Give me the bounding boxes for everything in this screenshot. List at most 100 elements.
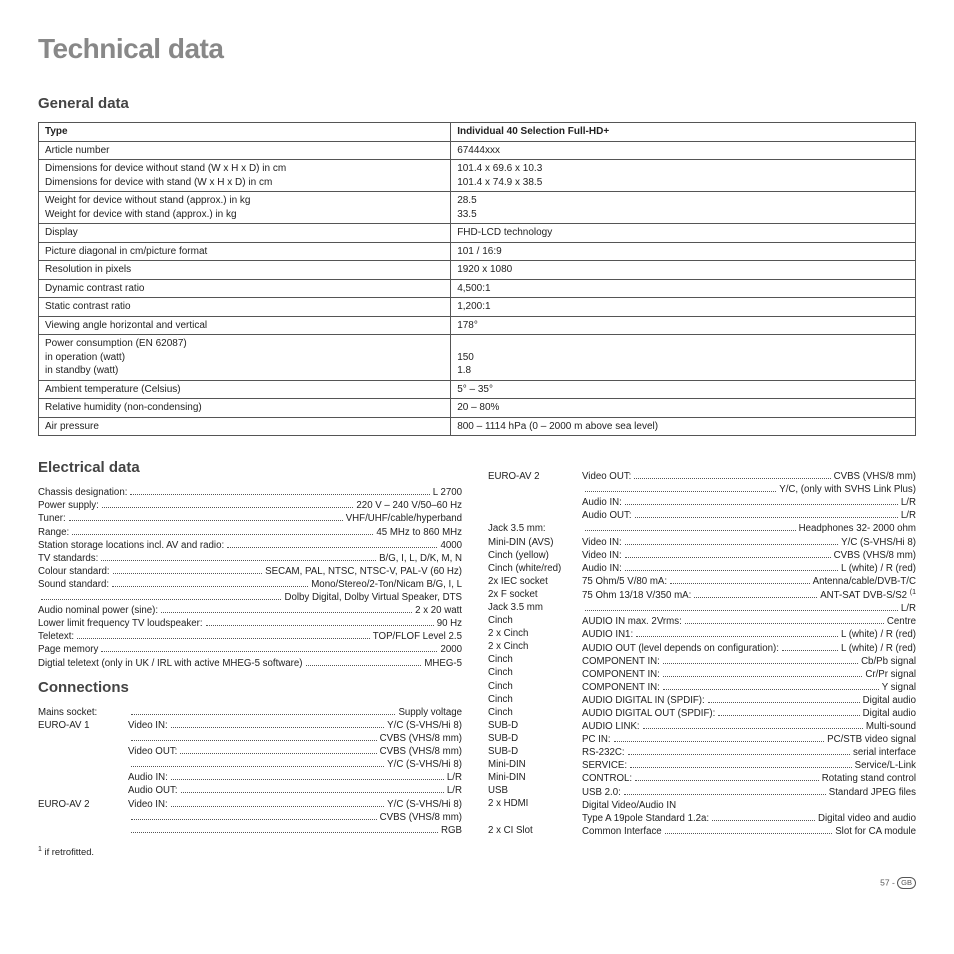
port-label: EURO-AV 2 [38, 798, 122, 811]
table-cell-value: 4,500:1 [451, 279, 916, 298]
port-label: Mains socket: [38, 706, 122, 719]
port-label: Mini-DIN [488, 771, 574, 784]
table-cell-value: 178° [451, 316, 916, 335]
port-label: Cinch [488, 614, 574, 627]
port-label: 2 x HDMI [488, 797, 574, 810]
spec-row: Chassis designation:L 2700 [38, 486, 462, 499]
port-label: 2x F socket [488, 588, 574, 601]
port-label: SUB-D [488, 732, 574, 745]
table-cell-label: Weight for device without stand (approx.… [39, 192, 451, 224]
table-cell-label: Ambient temperature (Celsius) [39, 380, 451, 399]
spec-row: USB 2.0:Standard JPEG files [582, 786, 916, 799]
port-label [38, 784, 122, 797]
general-data-table: TypeIndividual 40 Selection Full-HD+Arti… [38, 122, 916, 436]
spec-row: Page memory2000 [38, 643, 462, 656]
port-label: Jack 3.5 mm [488, 601, 574, 614]
port-label: Mini-DIN [488, 758, 574, 771]
spec-row: L/R [582, 602, 916, 615]
port-label: Cinch [488, 693, 574, 706]
port-label: Cinch [488, 666, 574, 679]
port-label: Cinch (yellow) [488, 549, 574, 562]
port-label [488, 483, 574, 496]
table-cell-label: Picture diagonal in cm/picture format [39, 242, 451, 261]
spec-row: AUDIO IN max. 2Vrms:Centre [582, 615, 916, 628]
table-cell-value: 20 – 80% [451, 399, 916, 418]
port-label: Cinch [488, 706, 574, 719]
table-cell-value: 1,200:1 [451, 298, 916, 317]
spec-row: Video OUT:CVBS (VHS/8 mm) [582, 470, 916, 483]
spec-row: Video IN:Y/C (S-VHS/Hi 8) [128, 719, 462, 732]
section-title-connections: Connections [38, 678, 462, 698]
connections-right-lines: Video OUT:CVBS (VHS/8 mm)Y/C, (only with… [582, 470, 916, 859]
spec-row: COMPONENT IN:Cb/Pb signal [582, 655, 916, 668]
table-cell-label: Dimensions for device without stand (W x… [39, 160, 451, 192]
spec-row: Teletext:TOP/FLOF Level 2.5 [38, 630, 462, 643]
spec-row: Digtial teletext (only in UK / IRL with … [38, 657, 462, 670]
spec-row: Power supply:220 V – 240 V/50–60 Hz [38, 499, 462, 512]
connections-right-ports: EURO-AV 2 Jack 3.5 mm:Mini-DIN (AVS)Cinc… [488, 470, 574, 859]
table-cell-value: 5° – 35° [451, 380, 916, 399]
table-cell-value: 800 – 1114 hPa (0 – 2000 m above sea lev… [451, 417, 916, 436]
port-label: Cinch [488, 680, 574, 693]
port-label [38, 824, 122, 837]
spec-row: Y/C, (only with SVHS Link Plus) [582, 483, 916, 496]
spec-row: Range:45 MHz to 860 MHz [38, 526, 462, 539]
port-label [38, 811, 122, 824]
spec-row: Audio OUT:L/R [128, 784, 462, 797]
table-cell-value: 101 / 16:9 [451, 242, 916, 261]
spec-row: CONTROL:Rotating stand control [582, 772, 916, 785]
table-cell-label: Display [39, 224, 451, 243]
connections-left-lines: Supply voltageVideo IN:Y/C (S-VHS/Hi 8)C… [128, 706, 462, 837]
spec-row: Video IN:Y/C (S-VHS/Hi 8) [128, 798, 462, 811]
port-label: Cinch (white/red) [488, 562, 574, 575]
page-number: 57 - GB [880, 877, 916, 889]
port-label [488, 509, 574, 522]
port-label [38, 771, 122, 784]
spec-row: Video OUT:CVBS (VHS/8 mm) [128, 745, 462, 758]
spec-row: AUDIO DIGITAL IN (SPDIF):Digital audio [582, 694, 916, 707]
section-title-general: General data [38, 94, 916, 114]
spec-row: Common InterfaceSlot for CA module [582, 825, 916, 838]
page-title: Technical data [38, 30, 916, 68]
table-header-value: Individual 40 Selection Full-HD+ [451, 123, 916, 142]
spec-row: AUDIO DIGITAL OUT (SPDIF):Digital audio [582, 707, 916, 720]
spec-row: COMPONENT IN:Y signal [582, 681, 916, 694]
spec-row: Type A 19pole Standard 1.2a:Digital vide… [582, 812, 916, 825]
port-label [38, 745, 122, 758]
port-label: SUB-D [488, 745, 574, 758]
port-label: USB [488, 784, 574, 797]
spec-row: PC IN:PC/STB video signal [582, 733, 916, 746]
spec-row: Colour standard:SECAM, PAL, NTSC, NTSC-V… [38, 565, 462, 578]
spec-row: AUDIO LINK:Multi-sound [582, 720, 916, 733]
spec-row: TV standards:B/G, I, L, D/K, M, N [38, 552, 462, 565]
port-label [488, 810, 574, 823]
port-label: 2x IEC socket [488, 575, 574, 588]
spec-row: COMPONENT IN:Cr/Pr signal [582, 668, 916, 681]
spec-row: Audio IN:L/R [582, 496, 916, 509]
table-cell-label: Dynamic contrast ratio [39, 279, 451, 298]
table-cell-value: 150 1.8 [451, 335, 916, 381]
table-header-label: Type [39, 123, 451, 142]
table-cell-label: Viewing angle horizontal and vertical [39, 316, 451, 335]
table-cell-label: Resolution in pixels [39, 261, 451, 280]
section-title-electrical: Electrical data [38, 458, 462, 478]
footnote: 1 if retrofitted. [38, 845, 462, 859]
table-cell-value: 101.4 x 69.6 x 10.3 101.4 x 74.9 x 38.5 [451, 160, 916, 192]
port-label: Mini-DIN (AVS) [488, 536, 574, 549]
spec-row: Video IN:CVBS (VHS/8 mm) [582, 549, 916, 562]
spec-row: AUDIO IN1:L (white) / R (red) [582, 628, 916, 641]
spec-row: Audio OUT:L/R [582, 509, 916, 522]
spec-row: Video IN:Y/C (S-VHS/Hi 8) [582, 536, 916, 549]
spec-row: CVBS (VHS/8 mm) [128, 811, 462, 824]
table-cell-value: 67444xxx [451, 141, 916, 160]
table-cell-value: 28.5 33.5 [451, 192, 916, 224]
table-cell-label: Article number [39, 141, 451, 160]
port-label: EURO-AV 2 [488, 470, 574, 483]
table-cell-value: FHD-LCD technology [451, 224, 916, 243]
spec-row: RS-232C:serial interface [582, 746, 916, 759]
table-cell-label: Relative humidity (non-condensing) [39, 399, 451, 418]
table-cell-label: Air pressure [39, 417, 451, 436]
spec-row: Lower limit frequency TV loudspeaker:90 … [38, 617, 462, 630]
spec-row: SERVICE:Service/L-Link [582, 759, 916, 772]
spec-row: 75 Ohm/5 V/80 mA:Antenna/cable/DVB-T/C [582, 575, 916, 588]
